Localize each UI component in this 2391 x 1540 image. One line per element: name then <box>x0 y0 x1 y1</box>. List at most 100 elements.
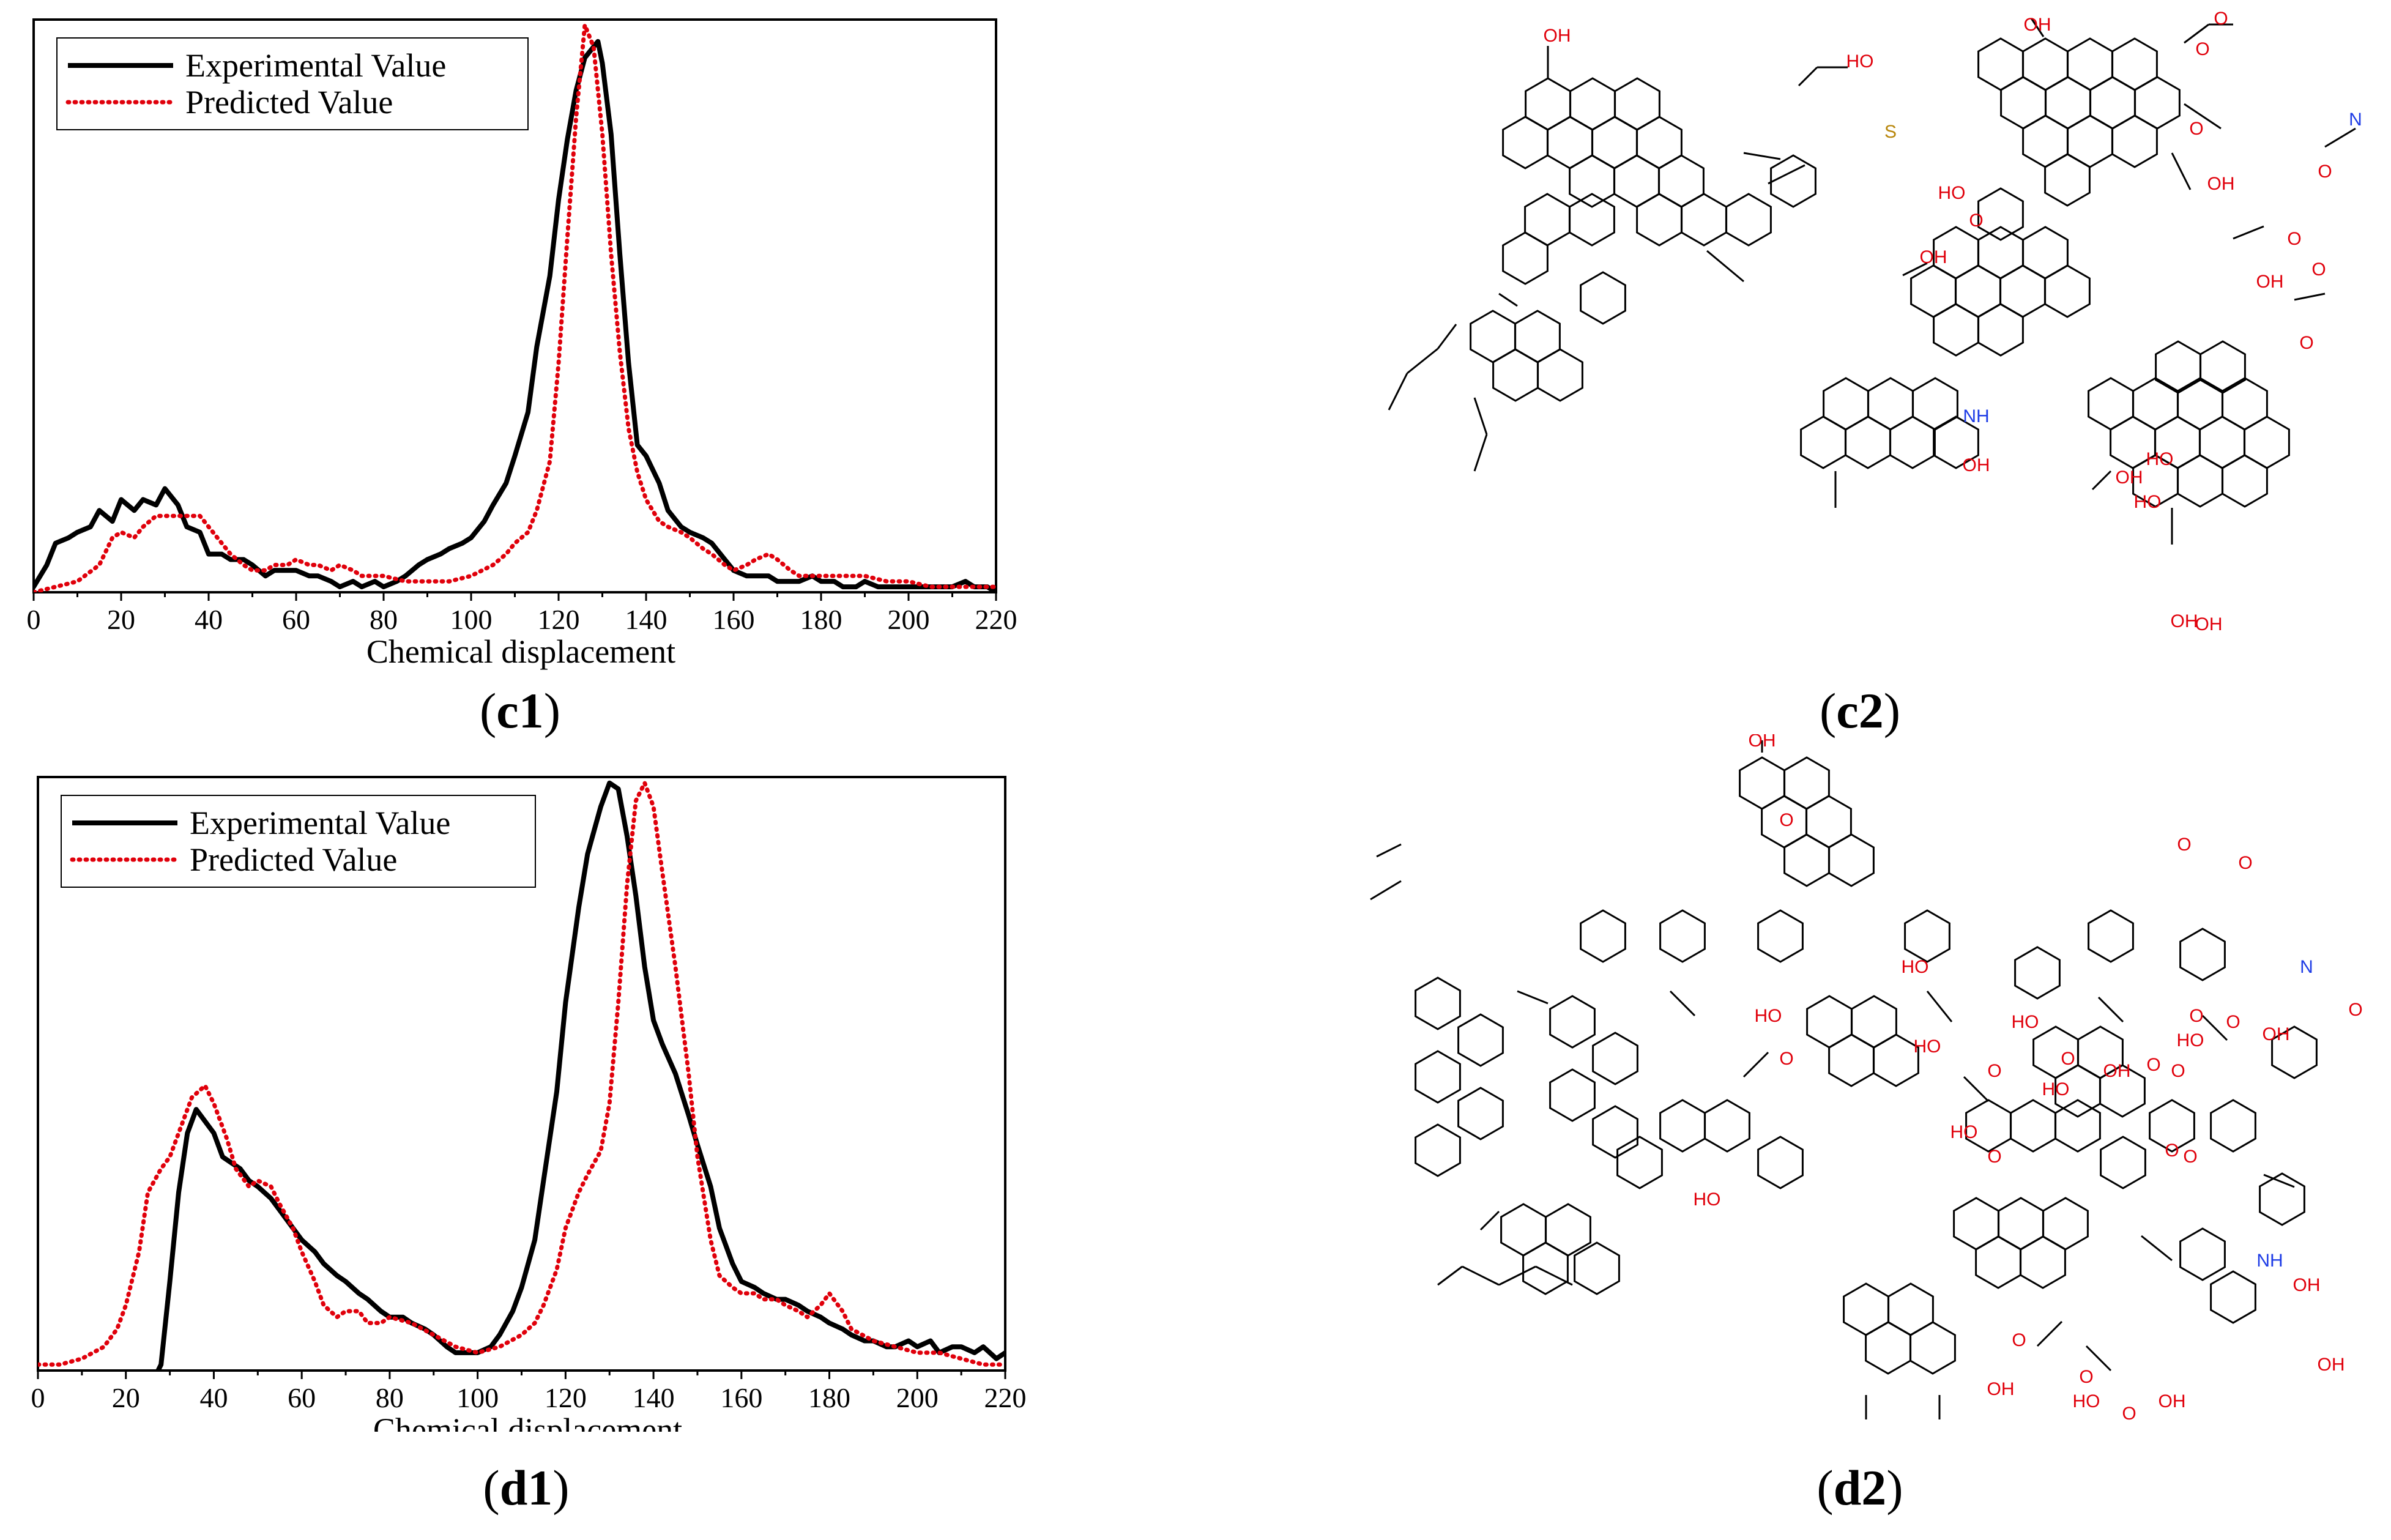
ring <box>2210 1270 2256 1324</box>
bond <box>1388 373 1408 411</box>
ring <box>1681 193 1727 247</box>
ring <box>1912 377 1958 431</box>
ring <box>2222 377 2268 431</box>
x-tick-label: 220 <box>984 1382 1027 1413</box>
atom-label: O <box>2189 119 2203 139</box>
ring <box>2111 37 2158 91</box>
ring <box>1415 1123 1461 1177</box>
ring <box>2022 114 2069 168</box>
legend-label: Experimental Value <box>190 805 450 841</box>
ring <box>1739 756 1785 810</box>
ring <box>2222 454 2268 508</box>
ring <box>1592 1032 1638 1085</box>
atom-label: O <box>2177 835 2191 855</box>
atom-label: O <box>2226 1012 2240 1032</box>
ring <box>2044 264 2091 318</box>
chart-c1: 0 20 40 60 80 100 120 140 160 180 200 220 Chemical d… <box>27 18 1017 670</box>
ring <box>1999 264 2046 318</box>
ring <box>1828 1033 1875 1087</box>
legend-box <box>56 37 529 130</box>
atom-label: HO <box>2134 492 2162 512</box>
ring <box>1887 1282 1934 1336</box>
ring <box>1851 995 1897 1049</box>
caption-c2: (c2) <box>1819 683 1901 738</box>
atom-label: O <box>2079 1367 2093 1387</box>
series-line-predicted-value <box>38 781 1005 1367</box>
ring <box>1933 303 1979 357</box>
ring <box>2100 1136 2146 1189</box>
ring <box>2199 340 2246 394</box>
atom-label: O <box>1969 210 1983 231</box>
ring <box>2132 377 2179 431</box>
x-tick-label: 160 <box>713 604 755 635</box>
ring <box>1659 1099 1706 1153</box>
bond <box>1407 348 1438 374</box>
x-tick-label: 200 <box>888 604 930 635</box>
bond <box>2171 152 2192 190</box>
atom-label: O <box>1987 1061 2001 1081</box>
atom-label: O <box>2311 259 2326 280</box>
ring <box>1569 77 1616 131</box>
ring <box>2067 37 2113 91</box>
ring <box>1904 909 1950 963</box>
ring <box>1547 116 1593 169</box>
ring <box>1843 1282 1889 1336</box>
ring <box>1415 1050 1461 1104</box>
ring <box>1580 909 1626 963</box>
ring <box>1953 1197 1999 1251</box>
atom-label: N <box>2300 957 2313 977</box>
bond <box>2091 470 2112 491</box>
ring <box>2259 1172 2305 1226</box>
ring <box>1867 377 1914 431</box>
ring <box>1704 1099 1750 1153</box>
legend-label: Experimental Value <box>185 47 446 84</box>
atom-label: O <box>2214 9 2228 29</box>
ring <box>2010 1099 2056 1153</box>
bond <box>1517 990 1549 1005</box>
ring <box>2244 415 2290 469</box>
bond <box>2233 225 2264 240</box>
atom-label: O <box>2061 1049 2075 1069</box>
series-line-experimental-value <box>155 780 1005 1371</box>
bond <box>1742 1051 1769 1078</box>
ring <box>1415 976 1461 1030</box>
bond <box>1706 250 1744 283</box>
ring <box>2179 928 2226 981</box>
x-tick-label: 40 <box>195 604 223 635</box>
bond <box>1498 1265 1536 1286</box>
ring <box>1457 1087 1504 1140</box>
atom-label: O <box>2299 333 2313 353</box>
ring <box>2155 340 2201 394</box>
atom-label: OH <box>2103 1061 2131 1081</box>
atom-label: HO <box>1846 51 1874 72</box>
bond <box>2324 127 2356 148</box>
ring <box>1725 193 1772 247</box>
legend-label: Predicted Value <box>185 84 393 121</box>
ring <box>1770 154 1816 208</box>
ring <box>1909 1321 1956 1375</box>
atom-label: O <box>2318 162 2332 182</box>
caption-c1: (c1) <box>479 683 561 738</box>
ring <box>1975 1235 2021 1289</box>
ring <box>1933 415 1979 469</box>
x-tick-label: 200 <box>896 1382 939 1413</box>
atom-label: HO <box>2073 1391 2100 1412</box>
ring <box>1977 37 2024 91</box>
atom-label: HO <box>2177 1030 2204 1051</box>
bond <box>2141 1235 2173 1262</box>
bond <box>1926 991 1953 1022</box>
atom-label: HO <box>2146 449 2174 469</box>
ring <box>1613 154 1660 208</box>
atom-label: OH <box>1987 1379 2015 1399</box>
ring <box>2022 37 2069 91</box>
bond <box>2036 1320 2063 1347</box>
series-line-predicted-value <box>34 23 996 592</box>
ring <box>1955 264 2001 318</box>
atom-label: OH <box>2318 1355 2345 1375</box>
ring <box>1525 77 1571 131</box>
ring <box>2088 377 2134 431</box>
